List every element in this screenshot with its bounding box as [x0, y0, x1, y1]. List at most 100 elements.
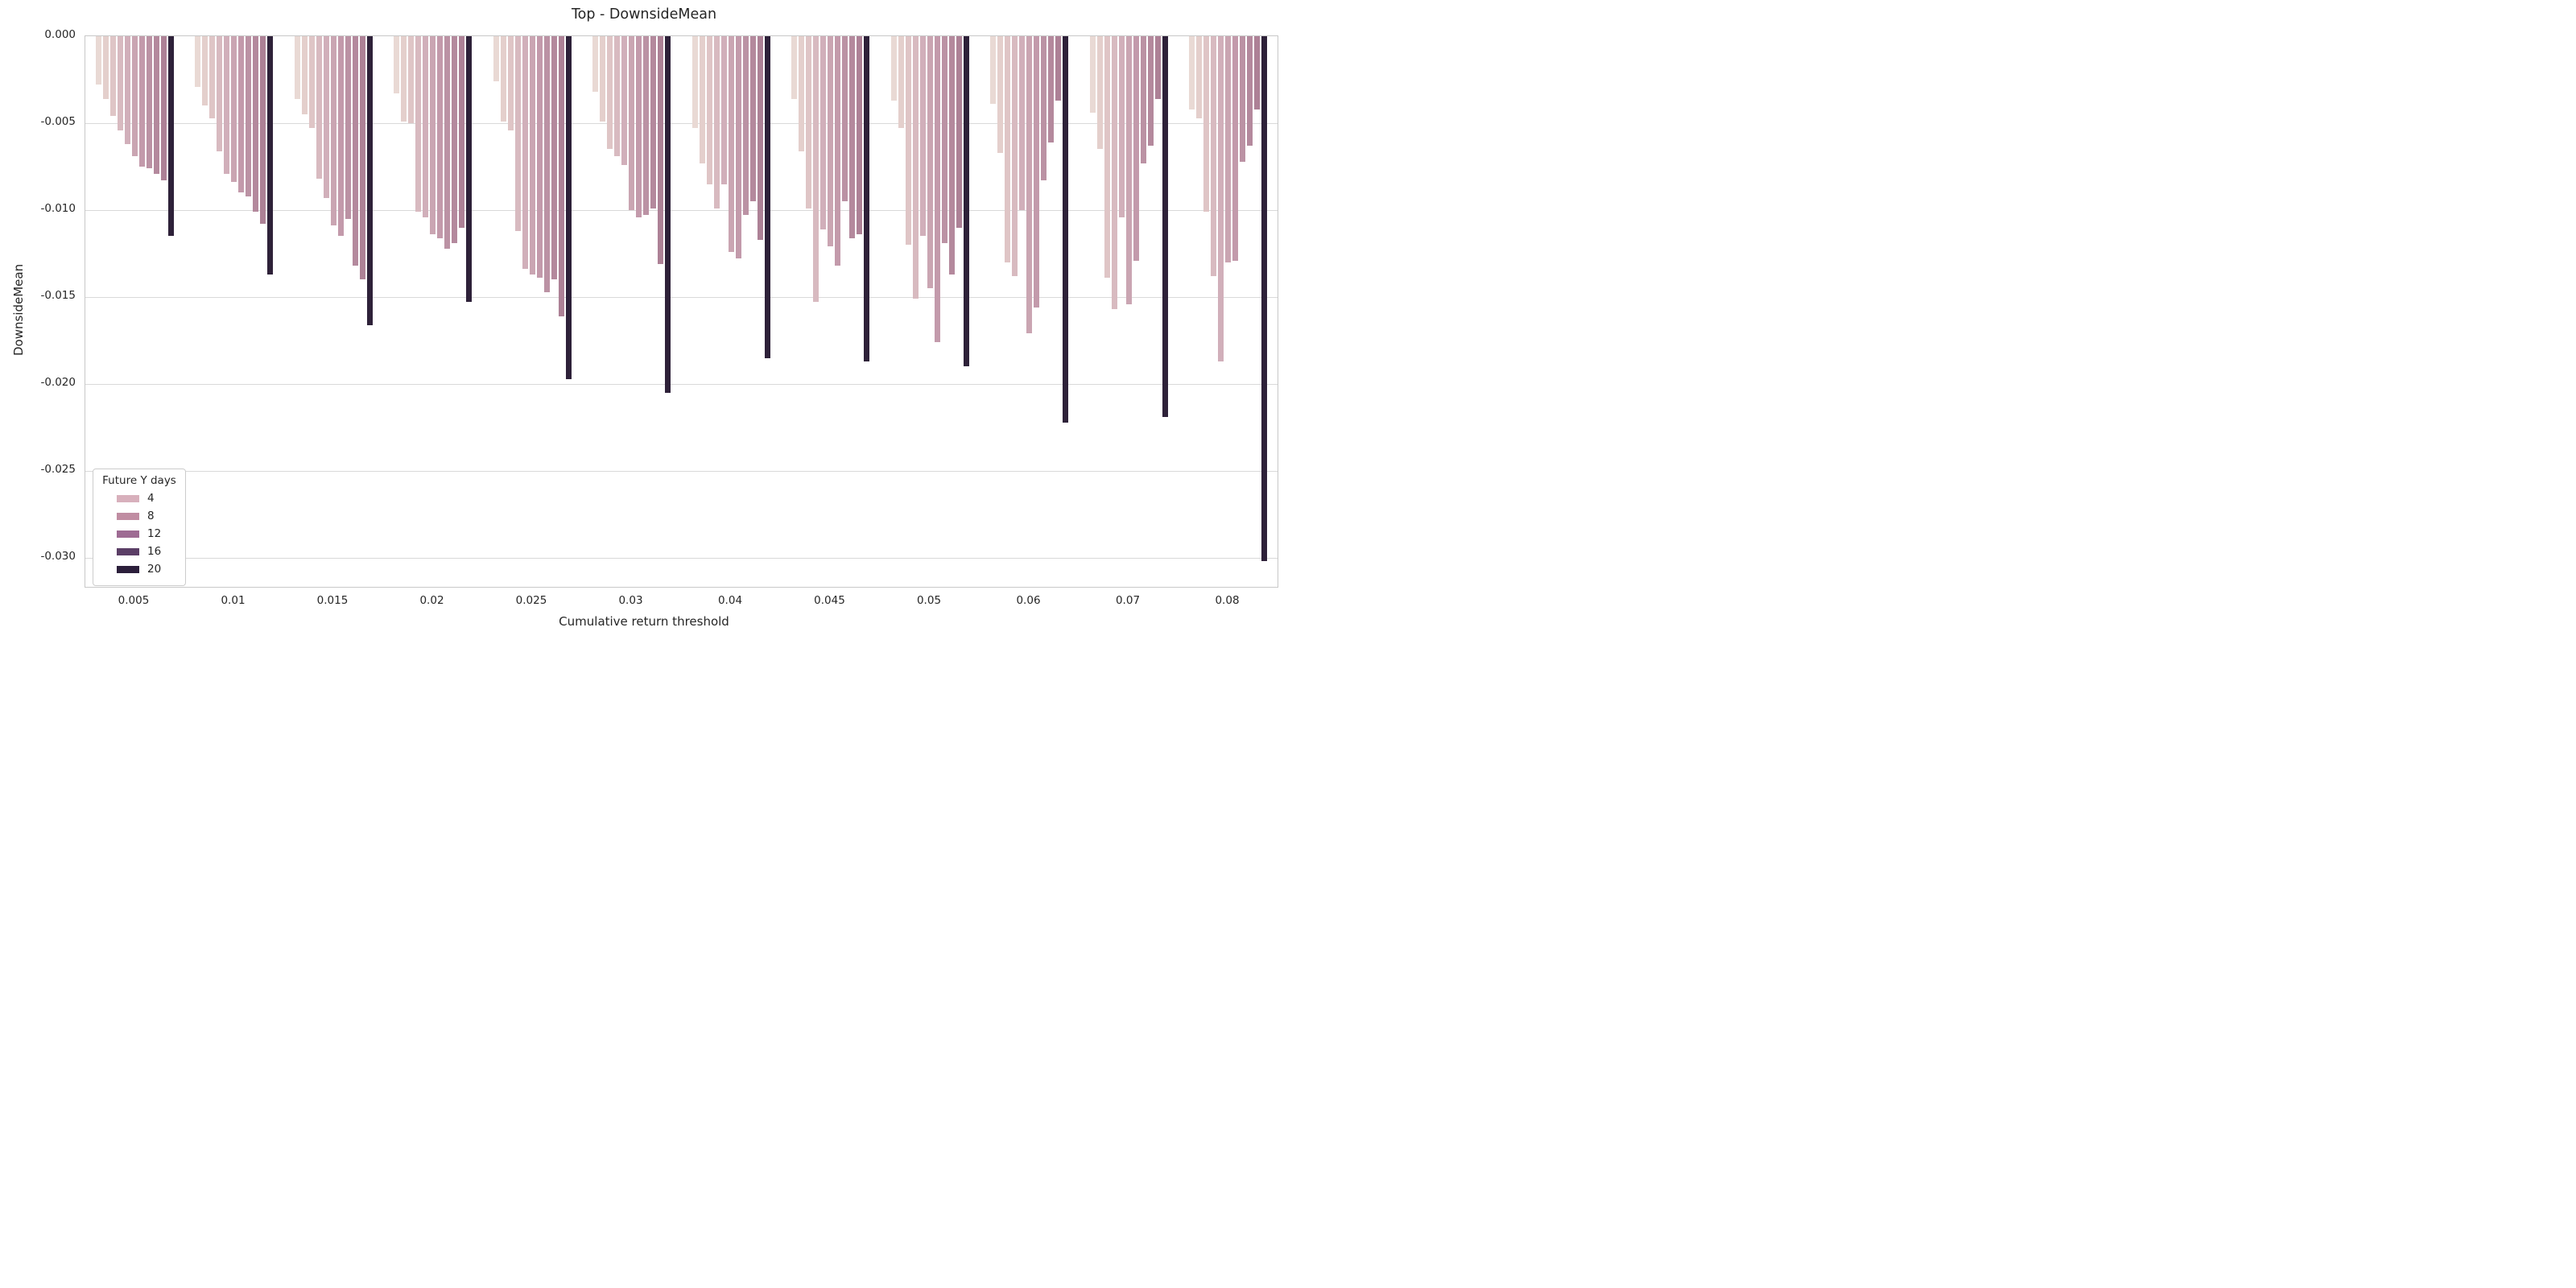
bar	[1232, 36, 1238, 261]
bar	[956, 36, 962, 228]
bar	[408, 36, 414, 123]
y-tick-label: -0.020	[40, 376, 76, 389]
bar	[1162, 36, 1168, 418]
bar	[857, 36, 862, 235]
bar	[742, 36, 749, 216]
x-tick-label: 0.01	[221, 594, 246, 607]
legend-label: 20	[147, 563, 162, 576]
bar	[160, 36, 167, 181]
bar	[905, 36, 911, 246]
legend-swatch	[117, 565, 139, 573]
bar	[415, 36, 421, 213]
bar	[757, 36, 763, 240]
bar	[1012, 36, 1018, 277]
bar	[614, 36, 620, 157]
bar	[1026, 36, 1032, 334]
bar	[997, 36, 1003, 153]
bar	[437, 36, 443, 238]
legend-swatch	[117, 530, 139, 538]
bar	[246, 36, 251, 196]
bar	[394, 36, 399, 94]
gridline	[85, 210, 1278, 211]
y-tick-label: -0.010	[40, 202, 76, 215]
bar	[1089, 36, 1096, 114]
bar	[124, 36, 130, 144]
bar	[1254, 36, 1260, 109]
bar	[835, 36, 840, 266]
bar	[514, 36, 521, 231]
y-tick-label: -0.015	[40, 289, 76, 302]
bar	[217, 36, 222, 151]
legend-label: 12	[147, 527, 162, 540]
plot-area: Future Y days 4 8 12 16 20	[85, 35, 1278, 588]
bar	[799, 36, 804, 151]
bar	[658, 36, 663, 264]
x-tick-label: 0.015	[316, 594, 349, 607]
bar	[813, 36, 819, 303]
x-tick-label: 0.04	[717, 594, 743, 607]
x-tick-label: 0.045	[814, 594, 845, 607]
y-tick-label: -0.025	[40, 463, 76, 476]
bar	[202, 36, 208, 106]
x-tick-label: 0.07	[1115, 594, 1141, 607]
bar	[1104, 36, 1110, 279]
bar	[551, 36, 557, 280]
y-tick-label: -0.005	[40, 115, 76, 128]
bar	[308, 36, 315, 129]
bar	[301, 36, 308, 115]
bar	[260, 36, 266, 225]
bar	[493, 36, 499, 82]
bar	[1140, 36, 1146, 163]
bar	[231, 36, 237, 183]
bar	[699, 36, 705, 163]
bar	[294, 36, 300, 99]
bar	[629, 36, 634, 210]
legend-label: 4	[147, 492, 155, 505]
bar	[466, 36, 472, 303]
bar	[806, 36, 811, 208]
legend-swatch	[117, 512, 139, 520]
bar	[452, 36, 457, 244]
bar	[820, 36, 826, 229]
bar	[1196, 36, 1202, 118]
x-tick-label: 0.02	[419, 594, 444, 607]
bar	[1034, 36, 1039, 308]
bar	[558, 36, 564, 316]
bar	[102, 36, 109, 99]
legend-label: 8	[147, 510, 155, 522]
legend-title: Future Y days	[102, 474, 176, 487]
bar	[934, 36, 940, 343]
legend-entry: 20	[101, 563, 177, 576]
bar	[764, 36, 770, 358]
legend-swatch	[117, 494, 139, 502]
bar	[1118, 36, 1125, 217]
bar	[345, 36, 351, 219]
bar	[691, 36, 698, 129]
bar	[1048, 36, 1054, 142]
bar	[167, 36, 174, 237]
bar	[713, 36, 720, 208]
gridline	[85, 558, 1278, 559]
bar	[1055, 36, 1061, 101]
gridline	[85, 384, 1278, 385]
legend-entry: 12	[101, 527, 177, 540]
y-tick-label: 0.000	[44, 28, 76, 41]
bar	[948, 36, 955, 275]
bar	[1041, 36, 1046, 181]
bar	[749, 36, 756, 202]
x-tick-label: 0.005	[118, 594, 150, 607]
bar	[728, 36, 734, 252]
bar	[423, 36, 428, 217]
bar	[842, 36, 848, 202]
bar	[522, 36, 528, 270]
bar	[500, 36, 506, 122]
bar	[195, 36, 200, 87]
bar	[153, 36, 159, 174]
x-tick-label: 0.08	[1215, 594, 1240, 607]
bar	[650, 36, 656, 208]
bar	[444, 36, 450, 249]
legend-entry: 16	[101, 545, 177, 558]
y-axis-label: DownsideMean	[11, 263, 26, 356]
bar	[565, 36, 572, 379]
y-tick-label: -0.030	[40, 550, 76, 563]
